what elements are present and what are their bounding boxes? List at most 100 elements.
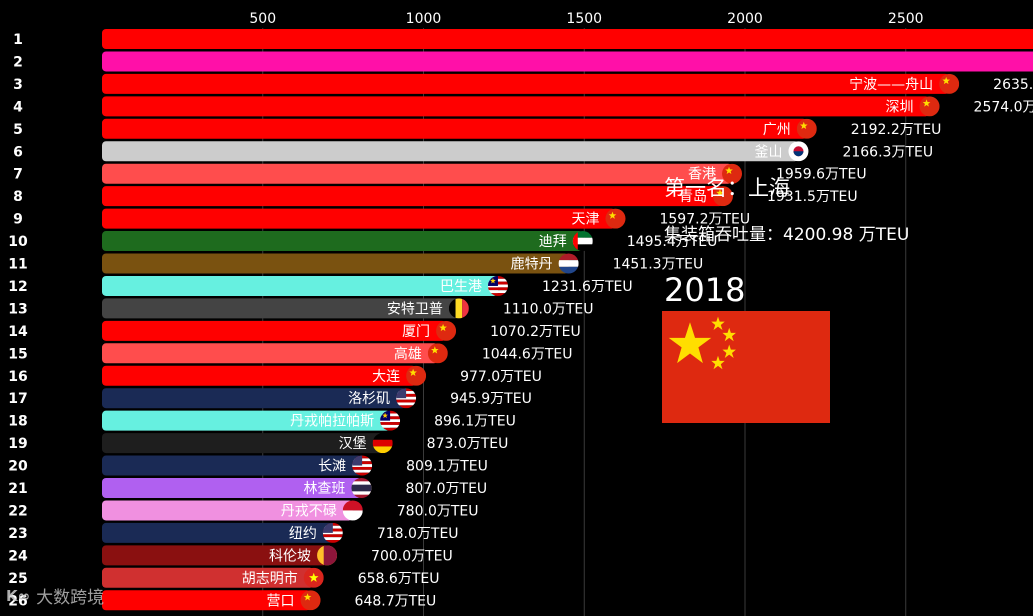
cn-flag-icon	[712, 186, 733, 207]
cn-flag-icon	[919, 96, 940, 117]
bar	[102, 388, 407, 409]
value-label: 718.0万TEU	[377, 526, 459, 542]
nl-flag-icon	[558, 253, 579, 274]
value-label: 780.0万TEU	[397, 503, 479, 519]
value-label: 977.0万TEU	[460, 369, 542, 385]
rank-label: 26	[8, 593, 27, 609]
rank-label: 11	[8, 257, 27, 273]
cn-flag-icon	[796, 118, 817, 139]
rank-label: 24	[8, 548, 28, 564]
bar	[102, 96, 930, 117]
rank-label: 20	[8, 459, 28, 475]
rank-label: 7	[13, 167, 23, 183]
rank-label: 23	[8, 526, 27, 542]
value-label: 700.0万TEU	[371, 548, 453, 564]
bar	[102, 545, 328, 566]
bar	[102, 253, 569, 274]
bar	[102, 51, 1033, 72]
bar	[102, 433, 383, 454]
leader-label: 第一名：上海	[664, 176, 790, 200]
bar-name-label: 洛杉矶	[348, 391, 390, 407]
value-label: 945.9万TEU	[450, 391, 532, 407]
rank-label: 10	[8, 234, 28, 250]
value-label: 1110.0万TEU	[503, 301, 594, 317]
bar-name-label: 丹戎不碌	[281, 503, 337, 519]
x-tick-label: 1500	[566, 11, 602, 27]
id-flag-icon	[342, 500, 363, 521]
bar-name-label: 长滩	[318, 459, 346, 475]
bar	[102, 522, 333, 543]
value-label: 1959.6万TEU	[776, 167, 867, 183]
bar	[102, 320, 447, 341]
x-tick-label: 1000	[406, 11, 442, 27]
cn-flag-icon	[605, 208, 626, 229]
bar-name-label: 高雄	[394, 345, 422, 362]
value-label: 1931.5万TEU	[767, 189, 858, 205]
th-flag-icon	[351, 478, 372, 498]
us-flag-icon	[322, 522, 343, 543]
value-label: 1231.6万TEU	[542, 279, 633, 295]
watermark-logo-icon: K∞	[6, 586, 31, 605]
watermark: K∞ 大数跨境	[6, 583, 105, 609]
ae-flag-icon	[572, 231, 593, 252]
bar-name-label: 深圳	[886, 99, 914, 115]
rank-label: 25	[8, 571, 27, 587]
value-label: 807.0万TEU	[405, 481, 487, 497]
value-label: 873.0万TEU	[427, 436, 509, 452]
us-flag-icon	[396, 388, 417, 409]
rank-label: 9	[13, 212, 23, 228]
de-flag-icon	[372, 433, 393, 454]
rank-label: 12	[8, 279, 27, 295]
rank-label: 14	[8, 324, 28, 340]
bar-name-label: 香港	[688, 167, 716, 183]
rank-label: 6	[13, 144, 23, 160]
year-label: 2018	[664, 271, 746, 309]
rank-label: 13	[8, 301, 27, 317]
be-flag-icon	[448, 298, 469, 319]
value-label: 2635.1万TEU	[993, 77, 1033, 93]
rank-label: 3	[13, 77, 23, 93]
my-flag-icon	[487, 275, 508, 296]
bar-name-label: 鹿特丹	[511, 256, 553, 273]
bar	[102, 590, 311, 611]
throughput-label: 集装箱吞吐量：4200.98 万TEU	[664, 225, 910, 245]
cn-flag-icon	[406, 365, 427, 386]
bar-name-label: 林查班	[303, 481, 345, 497]
bar	[102, 186, 723, 207]
x-tick-label: 500	[249, 11, 276, 27]
bar-name-label: 丹戎帕拉帕斯	[290, 414, 374, 430]
vn-flag-icon	[303, 567, 324, 588]
cn-flag-icon	[722, 163, 743, 184]
value-label: 809.1万TEU	[406, 459, 488, 475]
us-flag-icon	[352, 455, 373, 476]
bar-name-label: 大连	[372, 369, 400, 385]
watermark-text: 大数跨境	[36, 588, 105, 608]
bar-name-label: 汉堡	[339, 436, 367, 452]
bar	[102, 365, 417, 386]
bar	[102, 455, 363, 476]
cn-flag-icon	[939, 73, 960, 94]
bar-name-label: 迪拜	[539, 234, 567, 250]
rank-label: 21	[8, 481, 27, 497]
value-label: 2574.0万TEU	[974, 99, 1033, 115]
rank-label: 5	[13, 122, 23, 138]
kr-flag-icon	[788, 141, 809, 162]
bar-name-label: 天津	[571, 212, 599, 228]
rank-label: 18	[8, 414, 27, 430]
info-panel: 第一名：上海 集装箱吞吐量：4200.98 万TEU 2018	[664, 172, 1004, 309]
value-label: 1044.6万TEU	[482, 346, 573, 362]
rank-label: 16	[8, 369, 27, 385]
bar-name-label: 纽约	[289, 526, 317, 542]
cn-flag-icon	[662, 311, 830, 423]
value-label: 2192.2万TEU	[851, 122, 942, 138]
x-tick-label: 2000	[727, 11, 763, 27]
cn-flag-icon	[436, 320, 457, 341]
value-label: 658.6万TEU	[358, 571, 440, 587]
bar	[102, 478, 362, 498]
bar-name-label: 釜山	[754, 144, 782, 160]
value-label: 1451.3万TEU	[613, 257, 704, 273]
rank-label: 15	[8, 346, 27, 362]
bar	[102, 73, 950, 94]
